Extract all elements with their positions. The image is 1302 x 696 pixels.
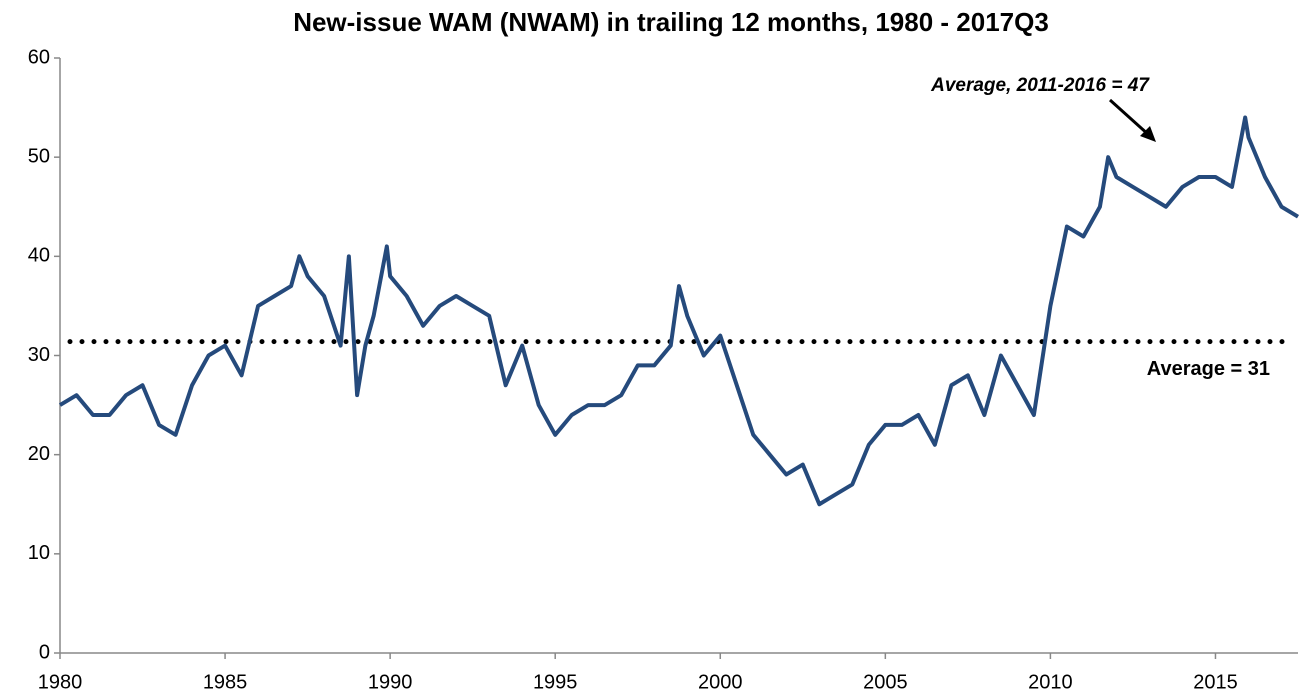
x-tick-label: 1985 xyxy=(203,671,248,693)
x-tick-label: 1980 xyxy=(38,671,83,693)
x-tick-label: 2000 xyxy=(698,671,743,693)
average-label: Average = 31 xyxy=(1147,358,1270,380)
x-tick-label: 2005 xyxy=(863,671,908,693)
arrow-head xyxy=(1140,126,1156,142)
x-tick-label: 2010 xyxy=(1028,671,1073,693)
chart-title: New-issue WAM (NWAM) in trailing 12 mont… xyxy=(293,7,1049,37)
y-tick-label: 0 xyxy=(39,641,50,663)
y-tick-label: 30 xyxy=(28,344,50,366)
annotation-arrow xyxy=(1108,98,1152,138)
y-tick-label: 40 xyxy=(28,245,50,267)
x-tick-label: 1995 xyxy=(533,671,578,693)
y-tick-label: 50 xyxy=(28,145,50,167)
series-line xyxy=(58,115,1300,507)
y-tick-label: 20 xyxy=(28,443,50,465)
annotation: Average, 2011-2016 = 47 xyxy=(930,75,1150,96)
y-tick-label: 60 xyxy=(28,46,50,68)
x-tick-label: 2015 xyxy=(1193,671,1238,693)
x-tick-label: 1990 xyxy=(368,671,413,693)
y-tick-label: 10 xyxy=(28,542,50,564)
